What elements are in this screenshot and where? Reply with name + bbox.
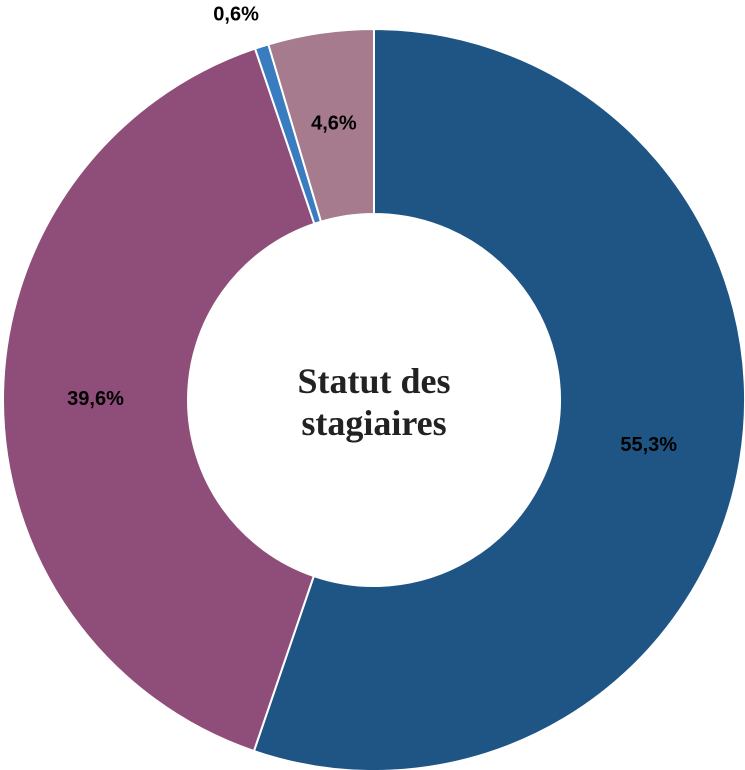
data-label: 55,3% <box>620 434 677 456</box>
donut-segment <box>252 27 745 770</box>
donut-segment <box>267 27 375 223</box>
donut-segment <box>2 47 316 753</box>
data-label: 4,6% <box>311 113 357 135</box>
chart-title: Statut des stagiaires <box>297 361 451 443</box>
data-label: 0,6% <box>213 3 259 25</box>
data-label: 39,6% <box>67 388 124 410</box>
